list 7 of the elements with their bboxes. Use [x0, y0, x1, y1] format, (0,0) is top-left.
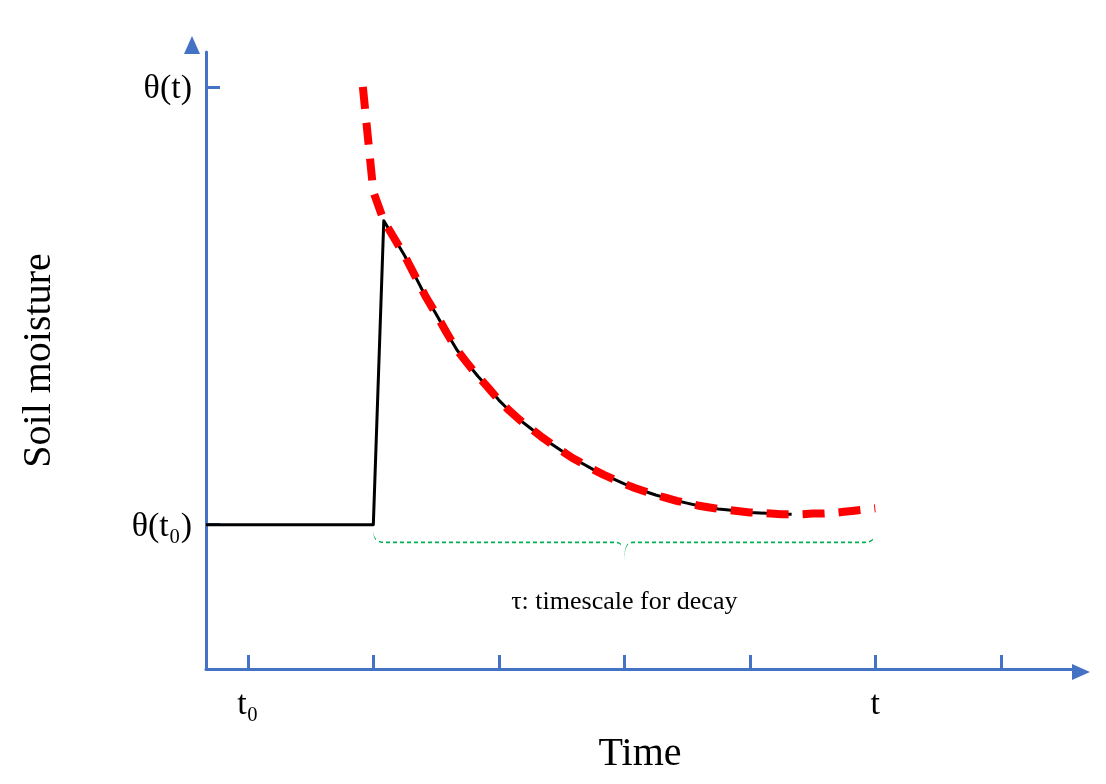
x-axis-title: Time: [598, 728, 682, 774]
text: θ(t): [143, 68, 192, 107]
y-axis-title: Soil moisture: [13, 253, 59, 468]
annotation: τ: timescale for decay: [511, 586, 738, 616]
text: θ(t₀): [131, 506, 192, 545]
x-tick-label: t: [870, 683, 881, 721]
x-tick-label: t₀: [237, 683, 259, 721]
